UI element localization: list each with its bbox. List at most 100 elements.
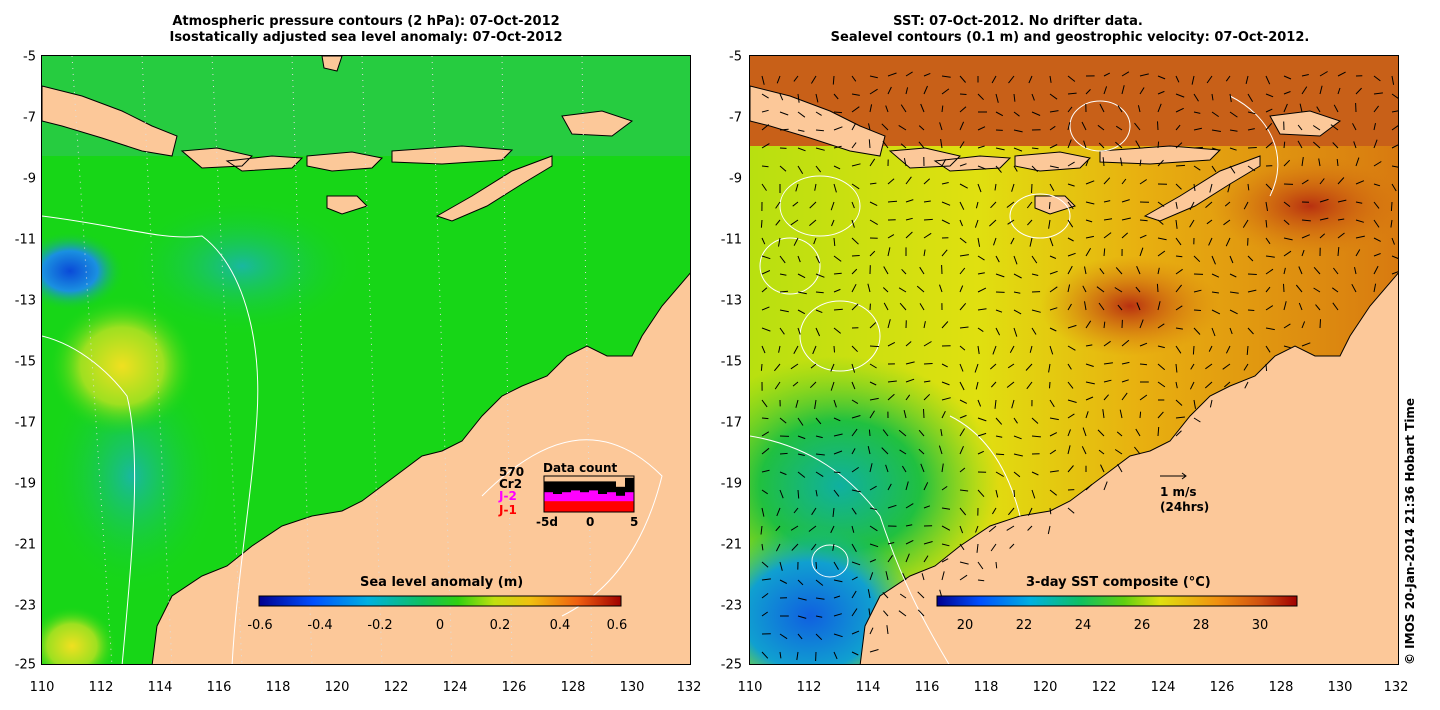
velocity-arrow bbox=[869, 250, 876, 257]
right-title-line1: SST: 07-Oct-2012. No drifter data. bbox=[893, 14, 1143, 29]
velocity-arrow bbox=[1139, 87, 1145, 95]
velocity-arrow bbox=[1049, 327, 1057, 332]
velocity-arrow bbox=[941, 182, 949, 185]
right-xtick-9: 126 bbox=[1209, 680, 1235, 695]
velocity-arrow bbox=[959, 363, 964, 372]
velocity-arrow bbox=[1222, 363, 1231, 370]
velocity-arrow bbox=[869, 572, 874, 581]
velocity-arrow bbox=[1265, 219, 1268, 228]
sst-warm-core-2 bbox=[1210, 156, 1398, 256]
velocity-arrow bbox=[797, 633, 803, 640]
velocity-arrow bbox=[887, 393, 895, 401]
velocity-arrow bbox=[1373, 183, 1381, 187]
velocity-arrow bbox=[887, 247, 891, 257]
velocity-arrow bbox=[1157, 323, 1165, 329]
velocity-arrow bbox=[1175, 201, 1178, 209]
velocity-arrow bbox=[887, 200, 898, 203]
velocity-arrow bbox=[797, 327, 801, 335]
velocity-arrow bbox=[851, 466, 859, 473]
velocity-arrow bbox=[1049, 125, 1056, 131]
velocity-arrow bbox=[1223, 219, 1231, 226]
velocity-arrow bbox=[833, 489, 840, 497]
velocity-arrow bbox=[868, 608, 871, 617]
velocity-arrow bbox=[797, 615, 807, 619]
velocity-arrow bbox=[903, 409, 907, 419]
right-xtick-11: 130 bbox=[1327, 680, 1353, 695]
velocity-arrow bbox=[1099, 103, 1105, 113]
velocity-arrow bbox=[1006, 381, 1015, 388]
velocity-arrow bbox=[779, 165, 787, 172]
velocity-arrow bbox=[1175, 363, 1178, 373]
velocity-arrow bbox=[923, 541, 933, 545]
velocity-arrow bbox=[1025, 363, 1033, 371]
velocity-arrow bbox=[977, 327, 984, 333]
velocity-arrow bbox=[1048, 201, 1051, 209]
velocity-arrow bbox=[833, 613, 842, 617]
velocity-arrow bbox=[899, 593, 907, 599]
velocity-arrow bbox=[797, 489, 800, 499]
velocity-arrow bbox=[797, 273, 806, 279]
velocity-arrow bbox=[1337, 87, 1341, 95]
velocity-arrow bbox=[977, 450, 985, 455]
velocity-arrow bbox=[797, 453, 805, 456]
velocity-arrow bbox=[795, 399, 799, 408]
velocity-arrow bbox=[1189, 381, 1195, 390]
velocity-arrow bbox=[1225, 237, 1231, 247]
velocity-arrow bbox=[833, 579, 843, 583]
velocity-arrow bbox=[790, 525, 799, 531]
right-title-line2: Sealevel contours (0.1 m) and geostrophi… bbox=[830, 30, 1310, 45]
velocity-arrow bbox=[1082, 285, 1087, 293]
velocity-arrow bbox=[851, 630, 860, 635]
inset-label-cr2: Cr2 bbox=[499, 477, 522, 491]
velocity-arrow bbox=[851, 201, 855, 209]
velocity-arrow bbox=[1026, 381, 1033, 390]
velocity-arrow bbox=[1175, 284, 1182, 293]
velocity-arrow bbox=[851, 93, 860, 96]
velocity-arrow bbox=[1139, 219, 1148, 222]
velocity-arrow bbox=[1206, 219, 1213, 225]
velocity-arrow bbox=[1096, 286, 1105, 293]
right-ytick-2: -7 bbox=[729, 110, 742, 126]
velocity-arrow bbox=[1332, 287, 1339, 293]
velocity-arrow bbox=[833, 272, 842, 275]
velocity-arrow bbox=[815, 417, 822, 425]
velocity-arrow bbox=[776, 75, 781, 84]
velocity-arrow bbox=[792, 201, 799, 207]
velocity-arrow bbox=[1049, 417, 1059, 421]
velocity-arrow bbox=[1103, 200, 1111, 203]
velocity-arrow bbox=[1312, 141, 1321, 149]
inset-bar-j1 bbox=[598, 501, 607, 512]
velocity-arrow bbox=[1355, 87, 1362, 95]
velocity-arrow bbox=[1391, 75, 1395, 85]
velocity-arrow bbox=[1157, 90, 1165, 95]
velocity-arrow bbox=[1391, 144, 1398, 149]
velocity-arrow bbox=[761, 93, 769, 99]
velocity-arrow bbox=[1175, 75, 1180, 83]
velocity-arrow bbox=[1085, 344, 1093, 347]
velocity-arrow bbox=[833, 255, 842, 262]
velocity-arrow bbox=[833, 471, 841, 474]
velocity-arrow bbox=[1067, 201, 1074, 210]
left-ytick-3: -9 bbox=[23, 171, 36, 187]
velocity-arrow bbox=[774, 381, 781, 390]
velocity-arrow bbox=[959, 428, 966, 437]
velocity-arrow bbox=[918, 448, 925, 455]
velocity-arrow bbox=[1175, 416, 1185, 419]
velocity-arrow bbox=[1067, 413, 1075, 419]
right-ytick-8: -19 bbox=[720, 476, 742, 492]
velocity-arrow bbox=[941, 525, 951, 531]
velocity-arrow bbox=[902, 572, 907, 581]
velocity-arrow bbox=[959, 93, 967, 95]
velocity-arrow bbox=[1265, 201, 1268, 211]
left-cb-tick-7: 0.6 bbox=[607, 618, 628, 633]
velocity-arrow bbox=[761, 651, 769, 659]
velocity-arrow bbox=[1028, 75, 1033, 84]
velocity-arrow bbox=[1283, 323, 1291, 329]
velocity-arrow bbox=[1208, 237, 1213, 246]
left-xtick-7: 122 bbox=[383, 680, 409, 695]
right-colorbar-bar bbox=[936, 595, 1298, 607]
velocity-arrow bbox=[881, 123, 889, 131]
velocity-arrow bbox=[1067, 363, 1072, 370]
velocity-arrow bbox=[1103, 232, 1112, 239]
velocity-arrow bbox=[761, 327, 771, 332]
